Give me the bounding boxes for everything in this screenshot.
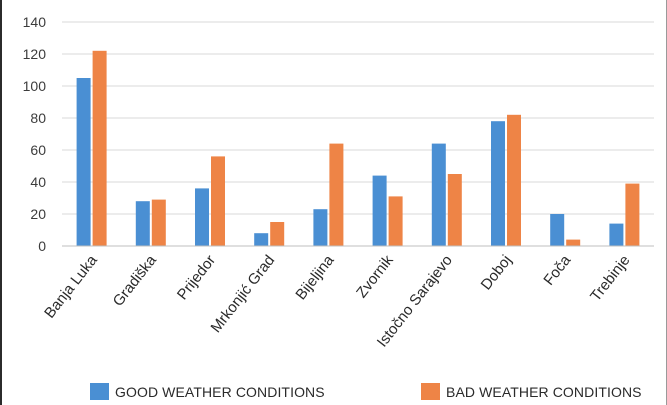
bar-bad [329, 143, 344, 246]
y-tick-label: 120 [23, 46, 47, 62]
legend: GOOD WEATHER CONDITIONS BAD WEATHER COND… [2, 383, 667, 405]
x-tick-label: Zvornik [353, 252, 397, 302]
y-tick-label: 20 [30, 206, 46, 222]
bar-bad [388, 196, 403, 246]
bar-good [195, 188, 209, 246]
bar-good [254, 233, 269, 246]
bar-good [431, 143, 446, 246]
y-tick-label: 100 [23, 78, 47, 94]
x-tick-label: Trebinje [587, 252, 633, 305]
bar-good [76, 78, 91, 246]
legend-label-bad: BAD WEATHER CONDITIONS [446, 383, 642, 400]
legend-label-good: GOOD WEATHER CONDITIONS [115, 383, 325, 400]
x-tick-label: Gradiška [110, 251, 161, 309]
x-tick-label: Foča [540, 251, 574, 288]
x-tick-label: Prijedor [174, 252, 219, 303]
y-tick-label: 60 [30, 142, 46, 158]
gridlines [62, 21, 654, 215]
bar-bad [507, 114, 521, 246]
legend-swatch-bad [421, 383, 440, 400]
bar-good [135, 201, 150, 246]
bar-bad [211, 156, 225, 246]
y-tick-label: 40 [30, 174, 46, 190]
x-tick-label: Doboj [478, 252, 516, 293]
legend-swatch-good [90, 383, 109, 400]
bar-good [313, 209, 328, 246]
bar-good [609, 223, 624, 246]
x-tick-label: Banja Luka [41, 251, 101, 321]
bar-bad [151, 199, 166, 246]
bar-bad [447, 174, 462, 246]
legend-item-good: GOOD WEATHER CONDITIONS [90, 383, 325, 400]
bar-good [372, 175, 387, 246]
bars [76, 50, 640, 246]
bar-bad [270, 222, 285, 246]
bar-good [550, 214, 565, 246]
bar-bad [566, 239, 581, 246]
y-axis-ticks: 0 20 40 60 80 100 120 140 [23, 14, 47, 254]
y-tick-label: 0 [38, 238, 46, 254]
x-tick-label: Mrkonjić Grad [207, 252, 278, 336]
bar-bad [92, 50, 107, 246]
legend-item-bad: BAD WEATHER CONDITIONS [421, 383, 642, 400]
bar-good [491, 121, 505, 246]
x-tick-label: Bijeljina [292, 251, 338, 303]
bar-bad [625, 183, 640, 246]
y-tick-label: 80 [30, 110, 46, 126]
y-tick-label: 140 [23, 14, 47, 30]
